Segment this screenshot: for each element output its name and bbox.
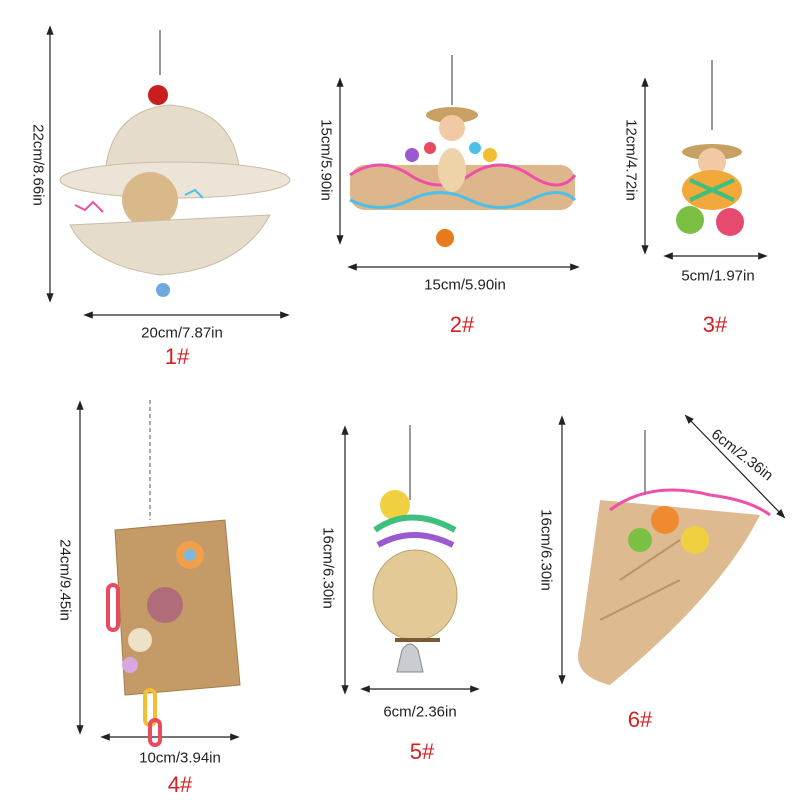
arrow-6-width <box>684 414 786 519</box>
product-4-number: 4# <box>167 772 193 797</box>
product-4-width-label: 10cm/3.94in <box>139 749 221 767</box>
dimension-arrows <box>46 25 786 741</box>
product-6-height-label: 16cm/6.30in <box>537 509 555 591</box>
product-4-image <box>106 400 241 747</box>
product-4-height-label: 24cm/9.45in <box>56 539 74 621</box>
product-3-height-label: 12cm/4.72in <box>622 119 640 201</box>
product-1-number: 1# <box>164 344 190 369</box>
product-5-number: 5# <box>409 739 435 764</box>
product-6-image <box>578 430 771 685</box>
product-5-image <box>372 425 458 673</box>
product-3-width-label: 5cm/1.97in <box>681 267 755 285</box>
product-5-height-label: 16cm/6.30in <box>319 527 337 609</box>
product-2-width-label: 15cm/5.90in <box>424 276 506 294</box>
product-2-image <box>349 55 577 247</box>
product-3-image <box>676 60 744 236</box>
product-1-width-label: 20cm/7.87in <box>141 324 223 342</box>
product-3-number: 3# <box>702 312 728 337</box>
product-1-height-label: 22cm/8.66in <box>29 124 47 206</box>
product-6-number: 6# <box>627 707 653 732</box>
product-5-width-label: 6cm/2.36in <box>383 703 457 721</box>
product-2-height-label: 15cm/5.90in <box>317 119 335 201</box>
product-1-image <box>59 30 291 297</box>
product-2-number: 2# <box>449 312 475 337</box>
